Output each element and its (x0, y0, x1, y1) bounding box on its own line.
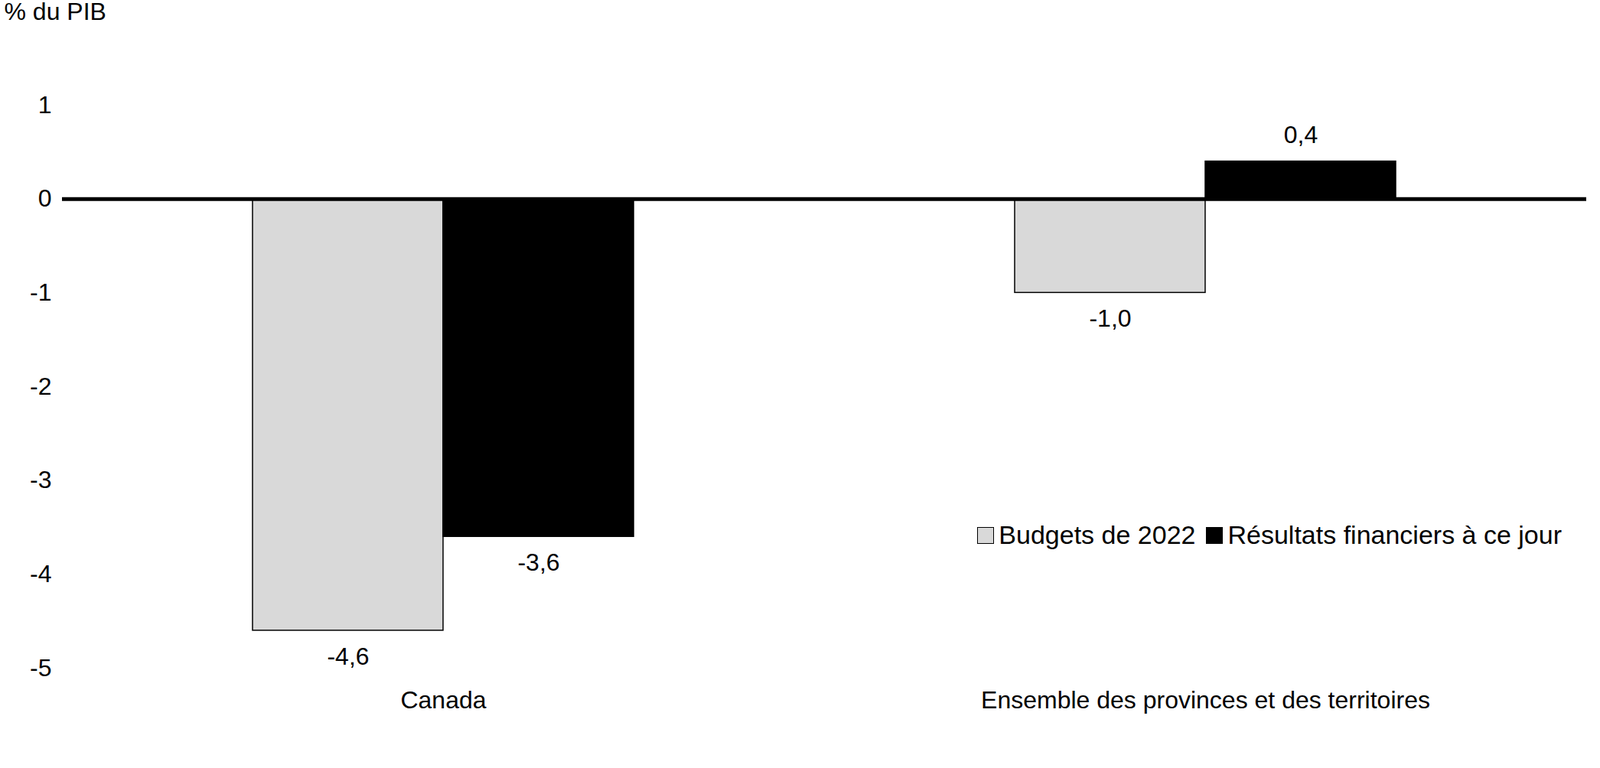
svg-text:Canada: Canada (400, 686, 486, 714)
svg-text:Ensemble des provinces et des: Ensemble des provinces et des territoire… (980, 686, 1431, 714)
svg-text:0: 0 (38, 184, 53, 212)
svg-text:-3,6: -3,6 (517, 548, 560, 577)
html-text:Résultats financiers à ce jour: Résultats financiers à ce jour (1227, 520, 1562, 550)
svg-text:0,4: 0,4 (1283, 120, 1318, 149)
svg-text:1: 1 (38, 91, 53, 119)
svg-text:-1: -1 (29, 278, 52, 307)
svg-text:-3: -3 (29, 465, 52, 494)
svg-text:-5: -5 (29, 654, 52, 682)
svg-text:-2: -2 (29, 372, 52, 401)
svg-text:-4,6: -4,6 (326, 642, 369, 671)
svg-text:% du PIB: % du PIB (4, 0, 107, 26)
svg-text:-1,0: -1,0 (1088, 304, 1131, 333)
html-text:Budgets de 2022: Budgets de 2022 (998, 520, 1196, 550)
svg-text:-4: -4 (29, 560, 52, 588)
